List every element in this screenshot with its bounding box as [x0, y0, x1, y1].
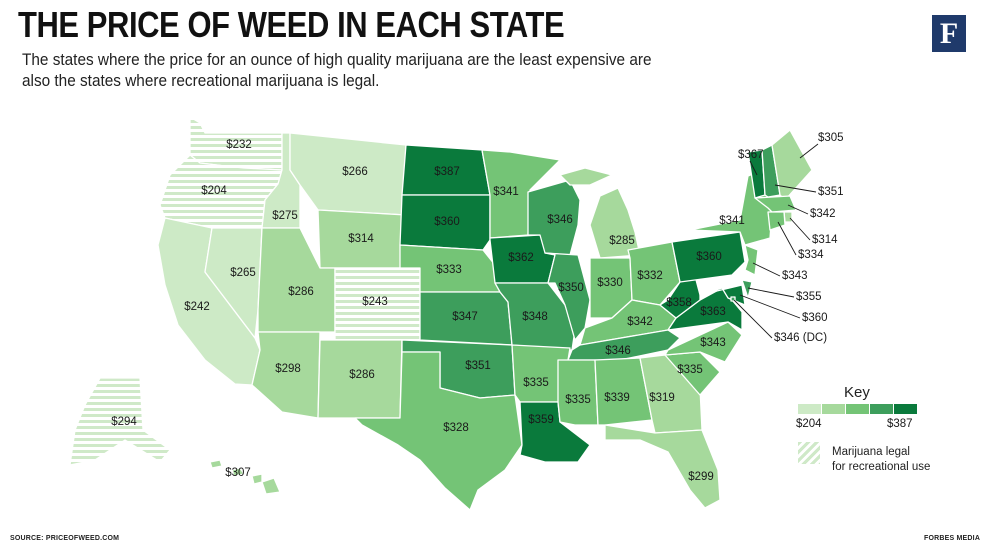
page-title: THE PRICE OF WEED IN EACH STATE [18, 4, 565, 45]
leader-line-ri [789, 217, 811, 241]
page-subtitle: The states where the price for an ounce … [22, 51, 652, 90]
state-price-label-fl: $299 [688, 471, 714, 483]
state-price-label-ks: $347 [452, 311, 478, 323]
state-nh [761, 144, 781, 198]
state-price-label-ga: $319 [649, 392, 675, 404]
state-price-label-nj: $343 [782, 270, 808, 282]
state-al [594, 357, 653, 426]
legend-swatch-4 [870, 404, 893, 414]
state-me [771, 129, 813, 201]
leader-line-vt [749, 160, 758, 176]
legend-max-label: $387 [887, 418, 913, 430]
legend-title: Key [844, 384, 870, 401]
state-price-label-tx: $328 [443, 422, 469, 434]
state-price-label-ri: $314 [812, 234, 838, 246]
state-price-label-la: $359 [528, 414, 554, 426]
state-il [544, 252, 591, 341]
state-price-label-nh: $351 [818, 186, 844, 198]
state-price-label-ct: $334 [798, 249, 824, 261]
legend-swatch-5 [894, 404, 917, 414]
state-price-label-mn: $341 [493, 186, 519, 198]
state-price-label-dc: $346 (DC) [774, 332, 827, 344]
leader-line-me [799, 143, 819, 159]
state-price-label-mo: $348 [522, 311, 548, 323]
leader-line-nh [774, 184, 817, 193]
state-price-label-wv: $358 [666, 297, 692, 309]
state-price-label-md: $360 [802, 312, 828, 324]
state-sd [399, 194, 491, 251]
legend-legal-line1: Marijuana legal [832, 446, 910, 458]
state-ct [767, 211, 786, 231]
state-price-label-ms: $335 [565, 394, 591, 406]
legend-swatch-2 [822, 404, 845, 414]
leader-line-dc [733, 299, 773, 339]
source-note: SOURCE: PRICEOFWEED.COM [10, 535, 120, 542]
state-price-label-ut: $286 [288, 286, 314, 298]
state-price-label-wi: $346 [547, 214, 573, 226]
state-price-label-ok: $351 [465, 360, 491, 372]
state-price-label-al: $339 [604, 392, 630, 404]
state-price-label-ma: $342 [810, 208, 836, 220]
state-ma [754, 195, 797, 213]
state-tx [354, 351, 523, 511]
state-ms [557, 359, 599, 426]
state-ak [69, 377, 171, 466]
state-va [667, 287, 743, 331]
state-price-label-hi: $307 [225, 467, 251, 479]
state-nv [204, 227, 263, 339]
state-pa [671, 231, 746, 283]
state-price-label-mi: $285 [609, 235, 635, 247]
state-price-label-tn: $346 [605, 345, 631, 357]
state-price-label-id: $275 [272, 210, 298, 222]
state-price-label-pa: $360 [696, 251, 722, 263]
leader-line-de [747, 287, 795, 298]
credit-note: FORBES MEDIA [924, 535, 981, 542]
leader-line-ct [777, 221, 797, 256]
state-price-label-sc: $335 [677, 364, 703, 376]
state-price-label-oh: $332 [637, 270, 663, 282]
legend-color-scale [798, 404, 918, 414]
state-price-label-sd: $360 [434, 216, 460, 228]
state-price-label-wy: $314 [348, 233, 374, 245]
legend-legal-label: Marijuana legal for recreational use [832, 445, 952, 475]
legend-legal-swatch [798, 442, 820, 464]
state-de [741, 279, 753, 299]
state-price-label-nc: $343 [700, 337, 726, 349]
state-price-label-me: $305 [818, 132, 844, 144]
state-price-label-ar: $335 [523, 377, 549, 389]
state-price-label-ne: $333 [436, 264, 462, 276]
leader-line-md [739, 294, 801, 319]
state-price-label-ca: $242 [184, 301, 210, 313]
leader-line-ma [787, 204, 809, 215]
state-price-label-nm: $286 [349, 369, 375, 381]
state-hi [209, 459, 281, 495]
legend-min-label: $204 [796, 418, 822, 430]
state-price-label-or: $204 [201, 185, 227, 197]
state-price-label-vt: $367 [738, 149, 764, 161]
state-fl [604, 424, 721, 509]
state-price-label-ky: $342 [627, 316, 653, 328]
state-nj [744, 244, 759, 276]
state-price-label-wa: $232 [226, 139, 252, 151]
state-price-label-mt: $266 [342, 166, 368, 178]
state-price-label-az: $298 [275, 363, 301, 375]
state-price-label-in: $330 [597, 277, 623, 289]
state-price-label-il: $350 [558, 282, 584, 294]
state-az [251, 331, 321, 419]
state-price-label-va: $363 [700, 306, 726, 318]
state-price-label-ny: $341 [719, 215, 745, 227]
state-price-label-ia: $362 [508, 252, 534, 264]
leader-line-nj [752, 262, 781, 277]
state-price-label-de: $355 [796, 291, 822, 303]
state-price-label-nv: $265 [230, 267, 256, 279]
state-price-label-ak: $294 [111, 416, 137, 428]
legend-legal-line2: for recreational use [832, 461, 931, 473]
legend-swatch-3 [846, 404, 869, 414]
forbes-logo: F [932, 15, 966, 52]
legend-swatch-1 [798, 404, 821, 414]
state-price-label-nd: $387 [434, 166, 460, 178]
state-price-label-co: $243 [362, 296, 388, 308]
